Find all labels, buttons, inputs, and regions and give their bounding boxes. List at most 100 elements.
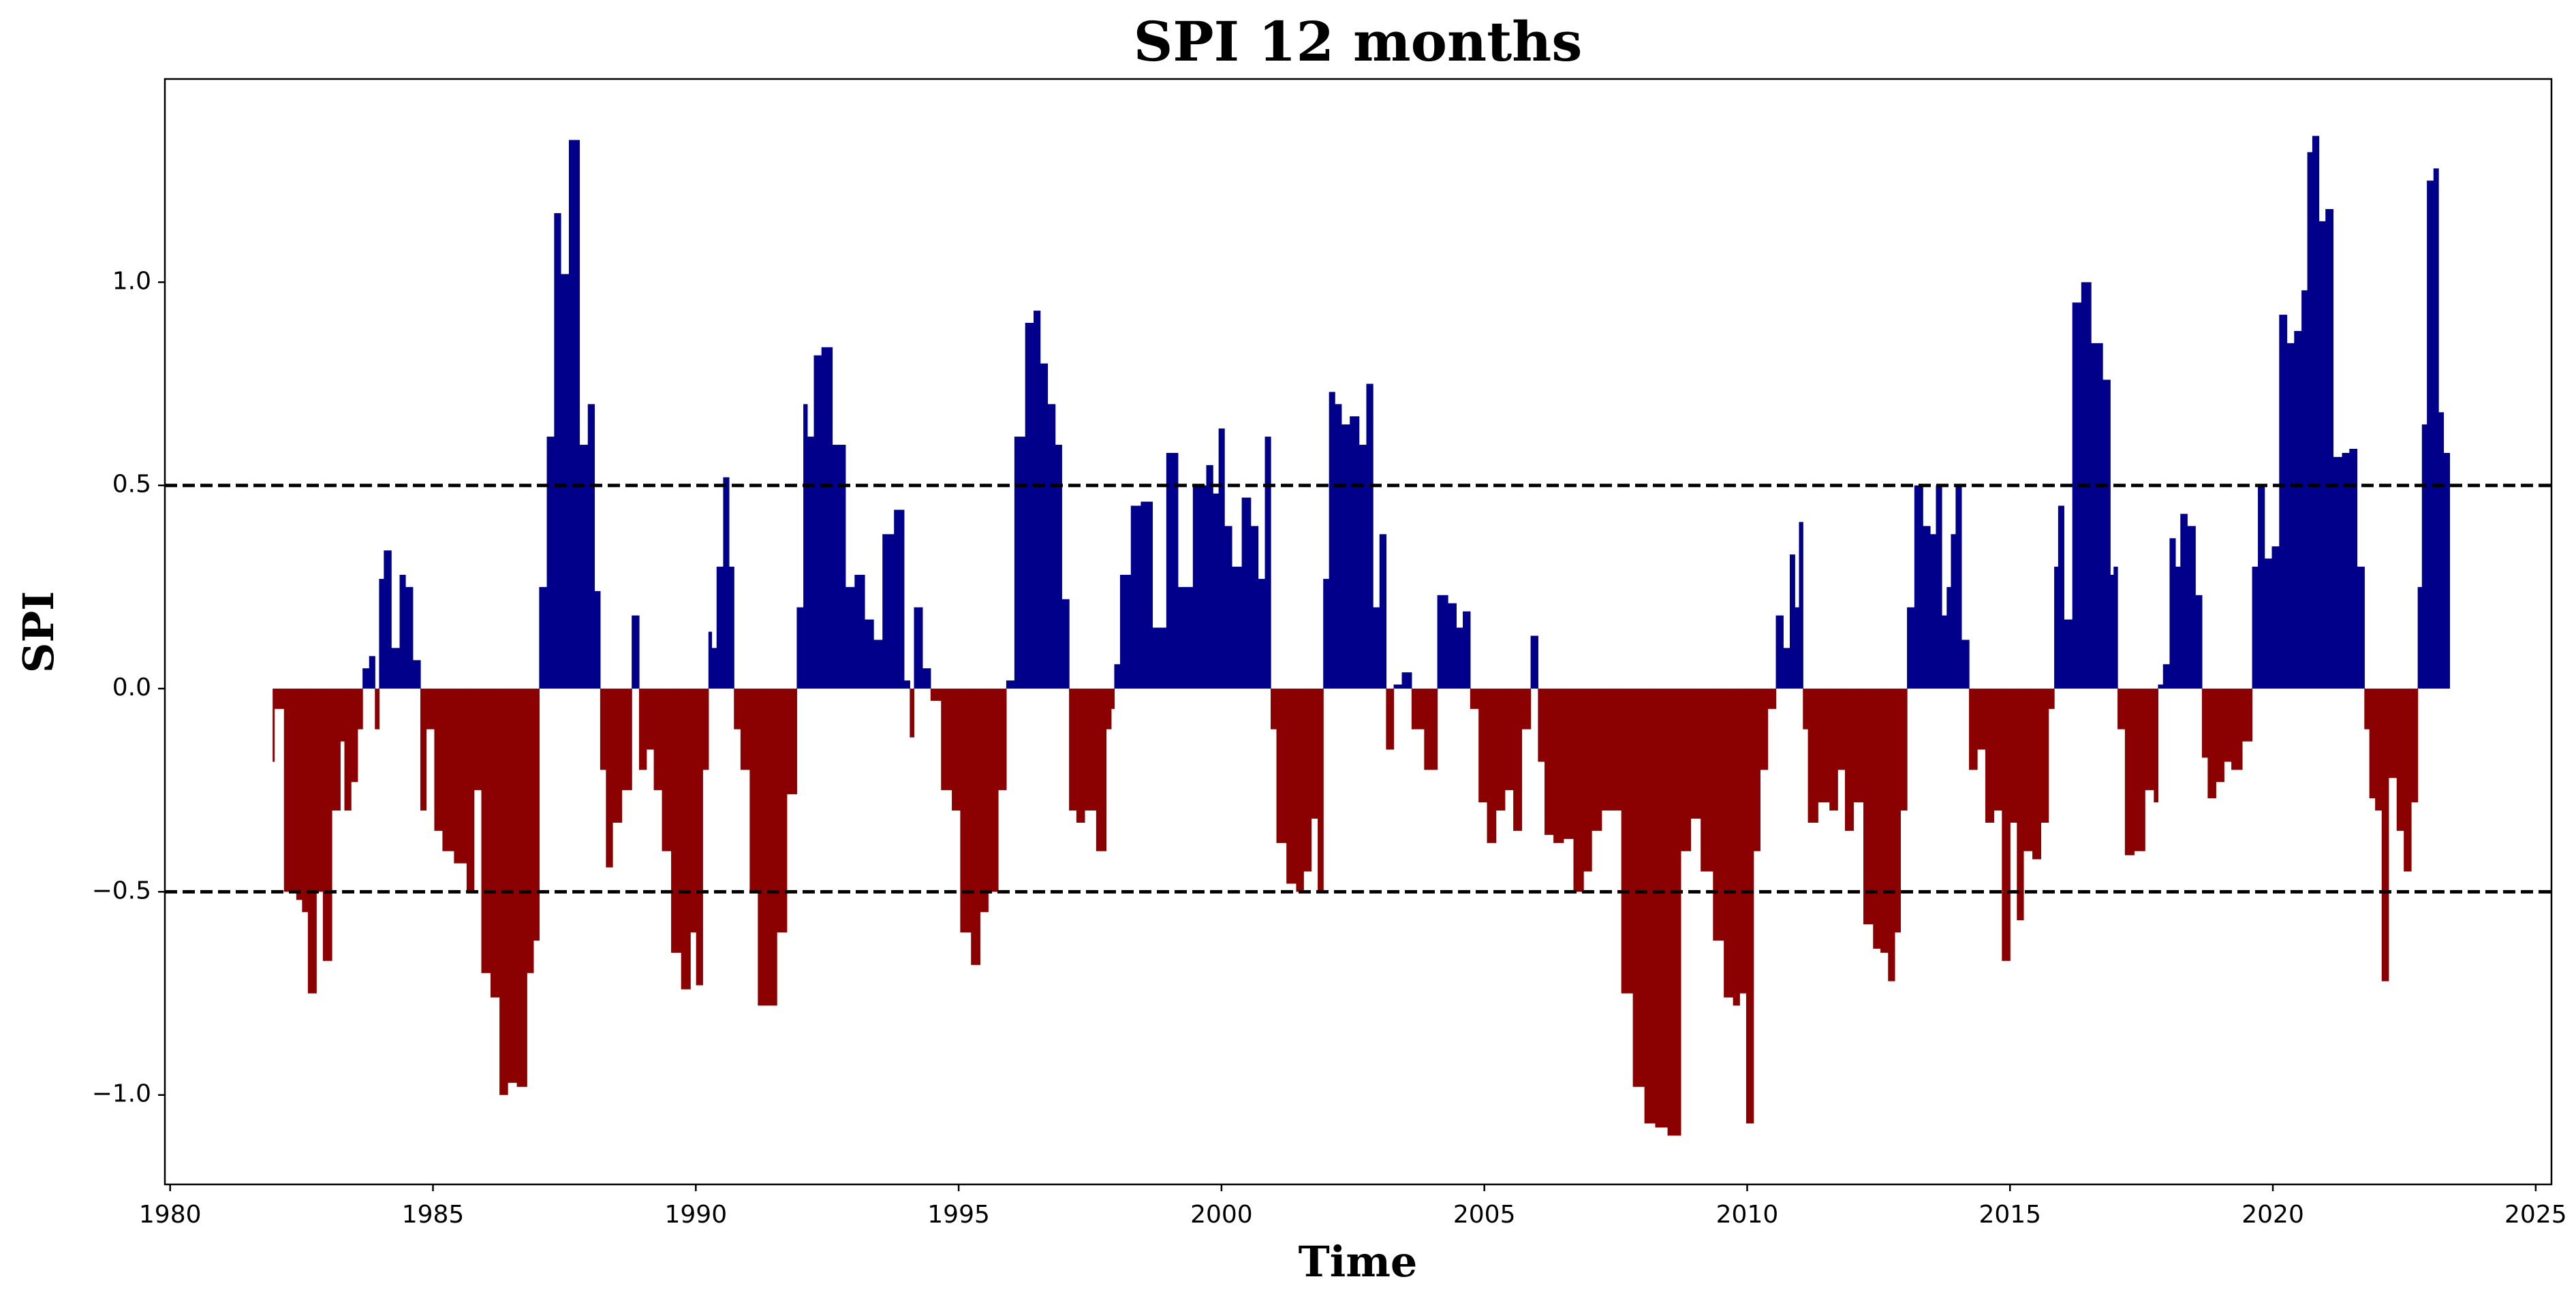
negative-area	[1318, 689, 1324, 892]
positive-area	[1323, 578, 1330, 689]
negative-area	[941, 689, 952, 791]
positive-area	[1951, 534, 1957, 689]
positive-area	[1379, 534, 1386, 689]
positive-area	[1140, 501, 1153, 689]
negative-area	[1612, 689, 1622, 811]
negative-area	[2364, 689, 2370, 729]
negative-area	[2231, 689, 2243, 770]
positive-area	[1936, 485, 1942, 689]
positive-area	[2072, 302, 2082, 689]
x-tick-label: 1995	[927, 1201, 990, 1229]
positive-area	[873, 640, 883, 689]
negative-area	[1553, 689, 1564, 843]
negative-area	[1969, 689, 1978, 770]
negative-area	[2145, 689, 2154, 791]
x-tick-label: 2025	[2504, 1201, 2567, 1229]
positive-area	[1393, 684, 1403, 689]
positive-area	[2162, 664, 2171, 689]
positive-area	[632, 615, 640, 689]
positive-area	[1401, 672, 1412, 689]
positive-area	[894, 509, 905, 689]
negative-area	[690, 689, 697, 933]
positive-area	[708, 631, 713, 689]
negative-area	[466, 689, 475, 892]
positive-area	[2180, 514, 2188, 689]
positive-area	[1373, 607, 1380, 689]
positive-area	[1923, 526, 1931, 689]
negative-area	[1900, 689, 1908, 811]
positive-area	[1055, 445, 1062, 689]
negative-area	[1844, 689, 1854, 831]
positive-area	[2258, 485, 2265, 689]
positive-area	[384, 550, 392, 689]
positive-area	[1047, 404, 1056, 689]
chart-title: SPI 12 months	[1134, 10, 1583, 74]
positive-area	[1961, 640, 1970, 689]
x-axis-label: Time	[1299, 1237, 1418, 1287]
positive-area	[2158, 684, 2164, 689]
negative-area	[2410, 689, 2419, 803]
negative-area	[1680, 689, 1692, 851]
negative-area	[274, 689, 285, 709]
negative-area	[1894, 689, 1901, 933]
negative-area	[1621, 689, 1634, 994]
positive-area	[587, 404, 595, 689]
positive-area	[1231, 567, 1243, 689]
positive-area	[1789, 554, 1795, 689]
positive-area	[1907, 607, 1915, 689]
negative-area	[273, 689, 275, 762]
positive-area	[1448, 603, 1457, 689]
negative-area	[681, 689, 691, 990]
positive-area	[1463, 611, 1471, 689]
negative-area	[2017, 689, 2024, 921]
negative-area	[1667, 689, 1681, 1136]
negative-area	[2040, 689, 2049, 823]
positive-area	[716, 567, 724, 689]
positive-area	[813, 355, 822, 689]
negative-area	[490, 689, 500, 998]
negative-area	[1767, 689, 1777, 709]
negative-area	[508, 689, 518, 1083]
positive-area	[2443, 452, 2451, 689]
negative-area	[2134, 689, 2145, 851]
negative-area	[2154, 689, 2159, 803]
positive-area	[2102, 379, 2111, 689]
negative-area	[1644, 689, 1656, 1124]
positive-area	[1341, 424, 1350, 689]
negative-area	[331, 689, 341, 811]
plot-area	[165, 136, 2551, 1136]
negative-area	[600, 689, 606, 770]
negative-area	[1863, 689, 1874, 925]
negative-area	[2404, 689, 2412, 872]
plot-frame	[164, 78, 2553, 1186]
y-tick-label: 0.5	[112, 471, 151, 499]
negative-area	[1521, 689, 1532, 729]
positive-area	[546, 437, 555, 689]
negative-area	[971, 689, 980, 965]
negative-area	[1818, 689, 1830, 803]
positive-area	[2349, 448, 2358, 689]
positive-area	[1152, 627, 1167, 689]
positive-area	[2054, 567, 2059, 689]
positive-area	[405, 586, 414, 689]
negative-area	[357, 689, 363, 729]
positive-area	[2417, 586, 2423, 689]
positive-area	[1177, 586, 1194, 689]
positive-area	[2294, 330, 2302, 689]
negative-area	[749, 689, 758, 892]
negative-area	[1495, 689, 1506, 811]
positive-area	[1914, 485, 1923, 689]
negative-area	[302, 689, 309, 913]
positive-area	[1929, 534, 1937, 689]
negative-area	[646, 689, 655, 750]
positive-area	[1366, 383, 1374, 689]
negative-area	[2241, 689, 2253, 742]
positive-area	[1335, 404, 1342, 689]
positive-area	[391, 648, 401, 689]
positive-area	[1264, 437, 1271, 689]
positive-area	[1119, 574, 1132, 689]
positive-area	[2187, 526, 2196, 689]
negative-area	[758, 689, 768, 1006]
positive-area	[1006, 680, 1015, 689]
